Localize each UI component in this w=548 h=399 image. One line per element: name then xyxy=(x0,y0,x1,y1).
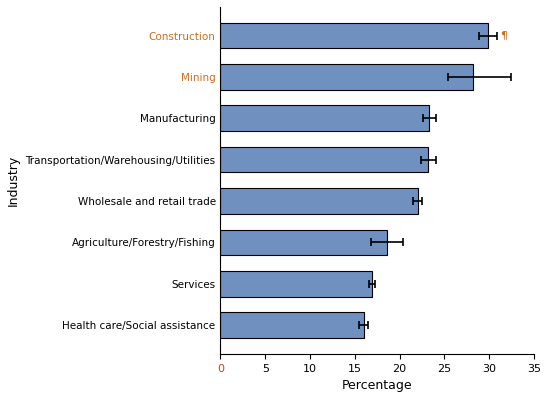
Bar xyxy=(220,147,429,172)
Bar xyxy=(220,271,372,296)
Bar xyxy=(220,23,488,48)
Y-axis label: Industry: Industry xyxy=(7,155,20,206)
Bar xyxy=(220,312,364,338)
Bar xyxy=(220,229,387,255)
Bar xyxy=(220,188,418,214)
X-axis label: Percentage: Percentage xyxy=(342,379,413,392)
Bar xyxy=(220,64,473,90)
Bar xyxy=(220,105,429,131)
Text: ¶: ¶ xyxy=(500,31,507,41)
